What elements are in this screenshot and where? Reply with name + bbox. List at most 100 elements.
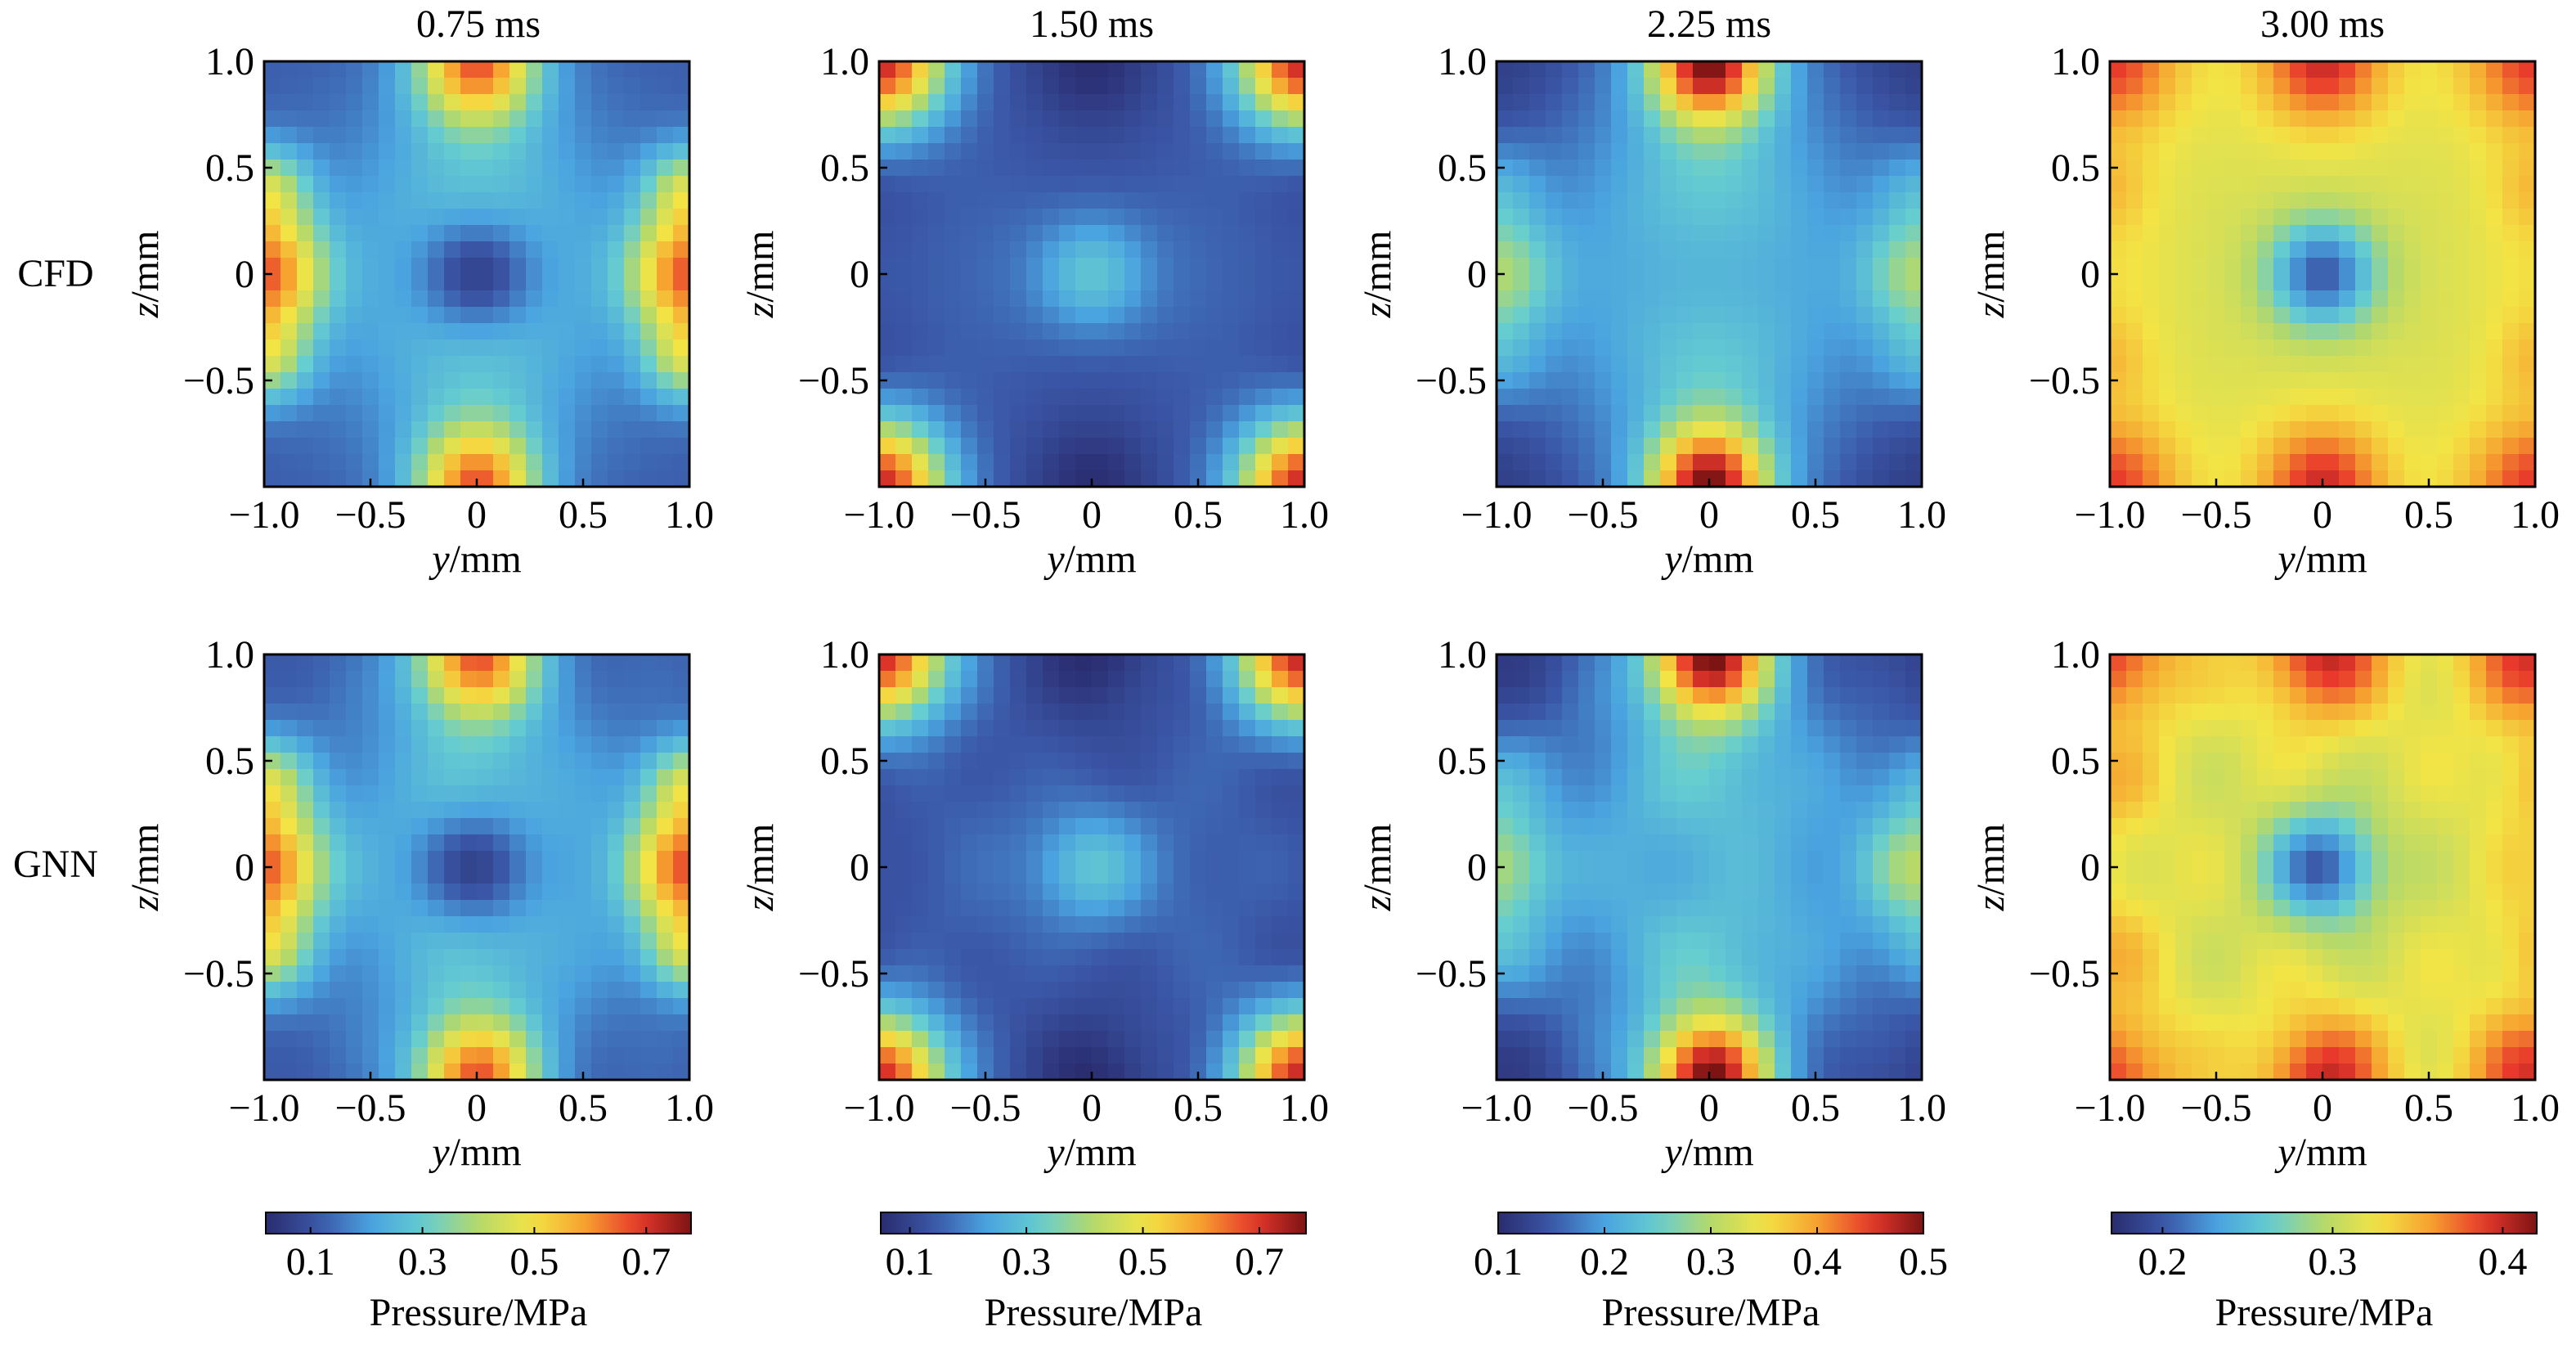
heatmap-cell xyxy=(297,225,314,242)
heatmap-cell xyxy=(2437,307,2454,324)
heatmap-cell xyxy=(2355,454,2372,471)
heatmap-cell xyxy=(1627,307,1645,324)
heatmap-cell xyxy=(1644,916,1661,933)
heatmap-cell xyxy=(2273,160,2291,177)
heatmap-cell xyxy=(1742,110,1759,128)
heatmap-cell xyxy=(2290,160,2307,177)
heatmap-cell xyxy=(657,720,674,737)
heatmap-cell xyxy=(1223,851,1240,868)
heatmap-cell xyxy=(1174,1063,1191,1081)
heatmap-cell xyxy=(379,933,396,950)
heatmap-cell xyxy=(2159,209,2176,226)
heatmap-cell xyxy=(1840,160,1857,177)
heatmap-cell xyxy=(1124,438,1142,455)
heatmap-cell xyxy=(428,110,445,128)
heatmap-cell xyxy=(1856,209,1874,226)
heatmap-cell xyxy=(1905,61,1923,79)
heatmap-cell xyxy=(1206,176,1223,193)
heatmap-cell xyxy=(673,802,690,819)
heatmap-cell xyxy=(2404,160,2421,177)
heatmap-cell xyxy=(1288,160,1305,177)
heatmap-cell xyxy=(1742,769,1759,786)
heatmap-cell xyxy=(657,258,674,275)
heatmap-cell xyxy=(961,965,978,983)
heatmap-cell xyxy=(428,143,445,160)
y-tick-label: 0.5 xyxy=(820,740,869,783)
y-axis-label: z/mm xyxy=(123,824,167,912)
heatmap-cell xyxy=(346,704,363,721)
heatmap-cell xyxy=(591,1014,608,1032)
heatmap-cell xyxy=(2437,290,2454,308)
heatmap-cell xyxy=(1529,143,1546,160)
heatmap-cell xyxy=(1644,176,1661,193)
heatmap-cell xyxy=(879,916,896,933)
heatmap-cell xyxy=(2470,671,2487,688)
heatmap-cell xyxy=(2159,405,2176,422)
heatmap-cell xyxy=(1174,94,1191,111)
heatmap-cell xyxy=(1676,687,1694,704)
heatmap-cell xyxy=(977,225,994,242)
heatmap-cell xyxy=(1824,61,1841,79)
heatmap-cell xyxy=(362,290,379,308)
heatmap-cell xyxy=(509,241,527,259)
heatmap-cell xyxy=(1174,470,1191,488)
y-tick-label: 1.0 xyxy=(205,40,254,83)
heatmap-cell xyxy=(1546,884,1563,901)
heatmap-cell xyxy=(1239,339,1256,357)
heatmap-cell xyxy=(1889,421,1906,438)
heatmap-cell xyxy=(2110,389,2127,406)
heatmap-cell xyxy=(2241,127,2258,144)
heatmap-cell xyxy=(1092,851,1109,868)
heatmap-cell xyxy=(2404,704,2421,721)
heatmap-cell xyxy=(2502,454,2520,471)
heatmap-cell xyxy=(1611,834,1628,852)
heatmap-cell xyxy=(928,110,945,128)
heatmap-cell xyxy=(1190,965,1207,983)
heatmap-cell xyxy=(1529,671,1546,688)
heatmap-cell xyxy=(1141,389,1158,406)
heatmap-cell xyxy=(591,802,608,819)
heatmap-cell xyxy=(575,818,592,835)
heatmap-cell xyxy=(2322,356,2340,373)
heatmap-cell xyxy=(1578,339,1595,357)
heatmap-cell xyxy=(912,127,929,144)
heatmap-cell xyxy=(1272,867,1289,884)
heatmap-cell xyxy=(526,225,543,242)
heatmap-cell xyxy=(1513,339,1530,357)
heatmap-cell xyxy=(1758,736,1775,753)
heatmap-cell xyxy=(1239,949,1256,966)
heatmap-cell xyxy=(1026,290,1043,308)
heatmap-cell xyxy=(509,949,527,966)
heatmap-cell xyxy=(2290,110,2307,128)
heatmap-cell xyxy=(1856,356,1874,373)
heatmap-cell xyxy=(1905,421,1923,438)
heatmap-cell xyxy=(1644,356,1661,373)
heatmap-cell xyxy=(2486,127,2503,144)
heatmap-cell xyxy=(542,998,559,1015)
heatmap-cell xyxy=(1840,818,1857,835)
heatmap-cell xyxy=(1497,470,1514,488)
heatmap-cell xyxy=(1206,438,1223,455)
heatmap-cell xyxy=(542,687,559,704)
heatmap-cell xyxy=(624,405,641,422)
heatmap-cell xyxy=(1026,127,1043,144)
heatmap-cell xyxy=(1272,851,1289,868)
heatmap-cell xyxy=(509,671,527,688)
heatmap-cell xyxy=(1840,998,1857,1015)
heatmap-cell xyxy=(362,160,379,177)
heatmap-cell xyxy=(411,884,429,901)
heatmap-cell xyxy=(2421,160,2438,177)
heatmap-cell xyxy=(961,225,978,242)
heatmap-cell xyxy=(2404,405,2421,422)
heatmap-cell xyxy=(1206,143,1223,160)
heatmap-cell xyxy=(2192,160,2209,177)
heatmap-cell xyxy=(1108,933,1125,950)
heatmap-cell xyxy=(1190,982,1207,999)
heatmap-cell xyxy=(1824,454,1841,471)
heatmap-cell xyxy=(1742,290,1759,308)
heatmap-cell xyxy=(1206,851,1223,868)
heatmap-cell xyxy=(1497,323,1514,340)
heatmap-cell xyxy=(1578,143,1595,160)
heatmap-cell xyxy=(1141,982,1158,999)
heatmap-cell xyxy=(1693,356,1710,373)
